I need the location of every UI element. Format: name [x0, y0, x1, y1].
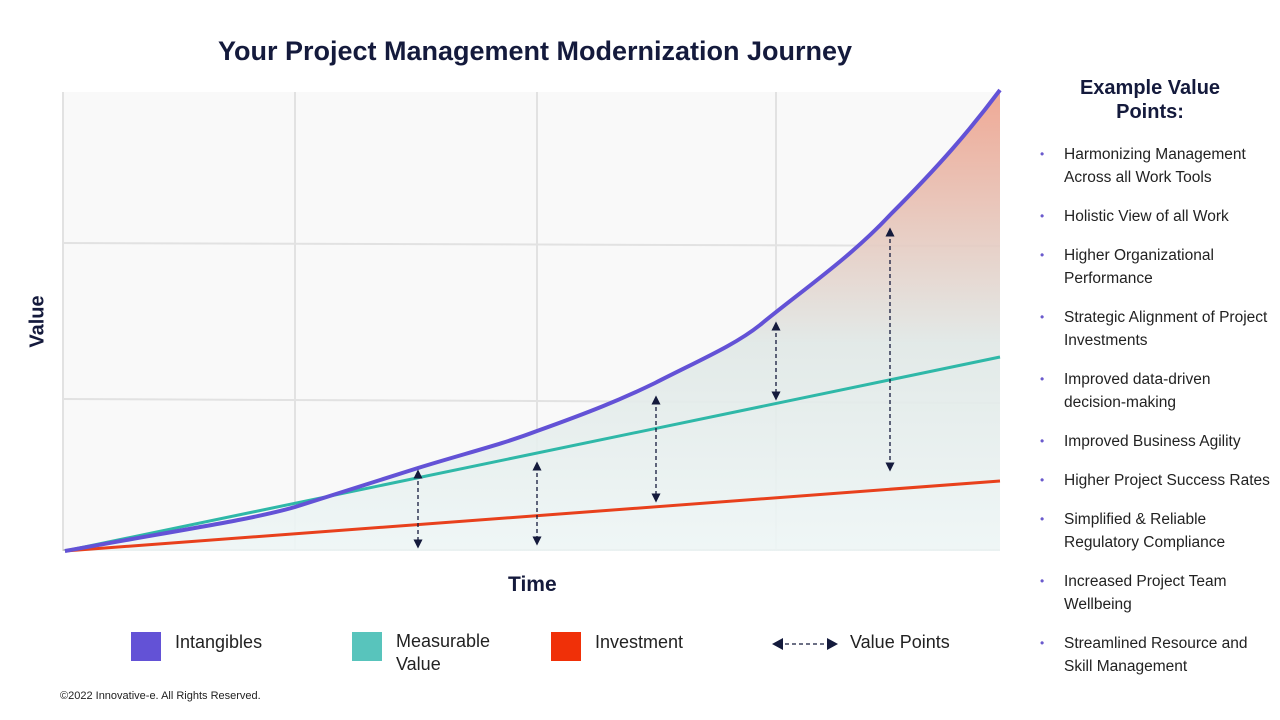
legend-value-points: Value Points [772, 632, 950, 656]
list-item: Higher Project Success Rates [1040, 469, 1275, 492]
investment-swatch [551, 632, 581, 661]
list-item: Improved data-driven decision-making [1040, 368, 1275, 414]
sidebar-title: Example Value Points: [1079, 77, 1221, 123]
x-axis-label: Time [508, 573, 557, 596]
legend-investment: Investment [551, 632, 683, 661]
measurable-swatch [352, 632, 382, 661]
list-item: Harmonizing Management Across all Work T… [1040, 143, 1275, 189]
legend-intangibles: Intangibles [131, 632, 262, 661]
intangibles-swatch [131, 632, 161, 661]
legend-measurable: Measurable Value [352, 631, 506, 676]
double-arrow-icon [772, 638, 838, 650]
list-item: Higher Organizational Performance [1040, 244, 1275, 290]
list-item: Improved Business Agility [1040, 430, 1275, 453]
value-gap-area [65, 90, 1000, 551]
list-item: Holistic View of all Work [1040, 205, 1275, 228]
copyright: ©2022 Innovative-e. All Rights Reserved. [60, 690, 261, 702]
measurable-value-line [64, 355, 1001, 553]
journey-diagram [62, 88, 1002, 553]
value-points-list: Harmonizing Management Across all Work T… [1040, 143, 1275, 694]
intangibles-curve [64, 88, 1002, 553]
page-title: Your Project Management Modernization Jo… [217, 36, 853, 66]
list-item: Increased Project Team Wellbeing [1040, 570, 1275, 616]
list-item: Streamlined Resource and Skill Managemen… [1040, 632, 1275, 678]
list-item: Simplified & Reliable Regulatory Complia… [1040, 508, 1275, 554]
list-item: Strategic Alignment of Project Investmen… [1040, 306, 1275, 352]
